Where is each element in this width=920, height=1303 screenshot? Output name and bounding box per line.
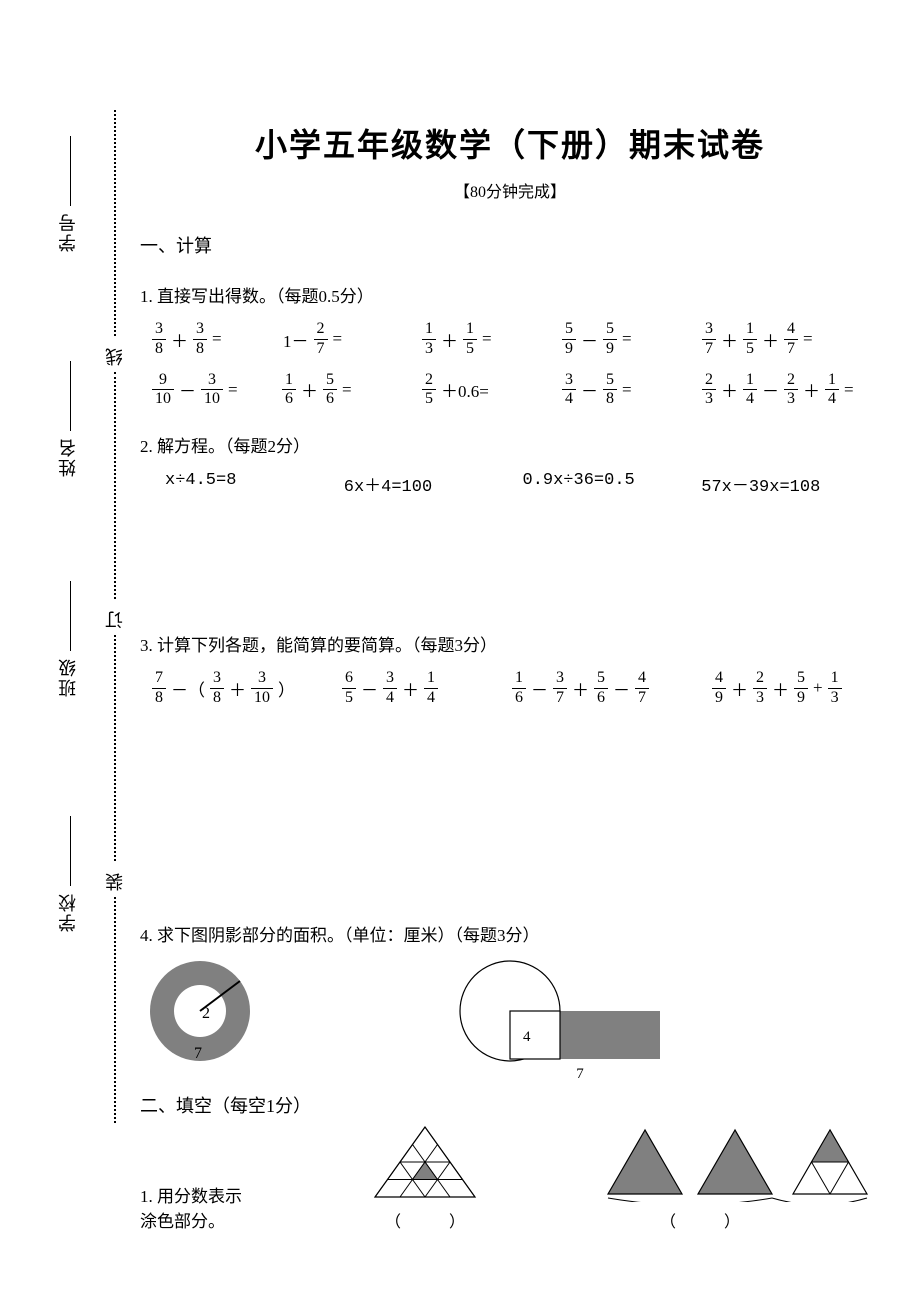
q3-row: 78 －（ 38 ＋ 310 ） 65 － 34 ＋ 14 16 － 37 ＋ … [140,670,880,707]
blank-rule [70,136,71,206]
binding-label-ding: 订 [102,605,128,629]
eq-cell: 13 ＋ 15 = [420,321,560,358]
blank-rule [70,816,71,886]
side-field-class: 班级 [55,575,85,697]
q4-figures: 2 7 4 7 [140,956,880,1086]
binding-label-xian: 线 [102,342,128,366]
q1-row1: 38 ＋ 38 = 1－ 27 = 13 ＋ 15 = 59 － 59 = 37… [140,321,880,358]
q3-prompt: 3. 计算下列各题，能简算的要简算。（每题3分） [140,631,880,656]
label-r2: 7 [194,1045,202,1062]
dotline-seg [114,897,116,1123]
eq-cell: 16 － 37 ＋ 56 － 47 [510,670,710,707]
eq-cell: 38 ＋ 38 = [150,321,280,358]
triangle-figure-a: （ ） [370,1122,480,1232]
side-field-school: 学校 [55,810,85,932]
annulus-figure: 2 7 [140,956,270,1076]
eq-text: 0.9x÷36=0.5 [523,471,702,497]
triangle-figure-b: （ ） [600,1122,880,1232]
binding-label-zhuang: 装 [102,867,128,891]
exam-page: 线 订 装 学号 姓名 班级 学校 小学五年级数学（下册）期末试卷 【80分钟完… [0,0,920,1303]
blank-paren: （ ） [370,1208,480,1232]
circle-rect-figure: 4 7 [430,956,690,1086]
eq-cell: 59 － 59 = [560,321,700,358]
dotline-seg [114,372,116,598]
side-field-name: 姓名 [55,355,85,477]
section-1-heading: 一、计算 [140,232,880,258]
section-2-heading: 二、填空（每空1分） [140,1092,880,1118]
eq-cell: 37 ＋ 15 ＋ 47 = [700,321,890,358]
eq-cell: 25 ＋0.6= [420,372,560,409]
label-school: 学校 [55,892,81,932]
eq-cell: 1－ 27 = [280,321,420,358]
eq-cell: 910 － 310 = [150,372,280,409]
label-r1: 2 [202,1005,210,1022]
blank-rule [70,361,71,431]
page-title: 小学五年级数学（下册）期末试卷 [140,120,880,166]
label-number: 学号 [55,212,81,252]
eq-cell: 34 － 58 = [560,372,700,409]
dotline-seg [114,110,116,336]
side-field-number: 学号 [55,130,85,252]
q2-prompt: 2. 解方程。（每题2分） [140,432,880,457]
label-r: 4 [523,1029,531,1045]
q1-row2: 910 － 310 = 16 ＋ 56 = 25 ＋0.6= 34 － 58 =… [140,372,880,409]
label-class: 班级 [55,657,81,697]
q2-1-prompt: 1. 用分数表示涂色部分。 [140,1182,250,1232]
eq-cell: 65 － 34 ＋ 14 [340,670,510,707]
blank-paren: （ ） [600,1208,880,1232]
q2-row: x÷4.5=8 6x＋4=100 0.9x÷36=0.5 57x－39x=108 [140,471,880,497]
binding-line: 线 订 装 [100,110,130,1123]
eq-cell: 78 －（ 38 ＋ 310 ） [150,670,340,707]
eq-cell: 49 ＋ 23 ＋ 59 + 13 [710,670,890,707]
q2-1-row: 1. 用分数表示涂色部分。 （ ） [140,1122,880,1232]
blank-rule [70,581,71,651]
q4-prompt: 4. 求下图阴影部分的面积。（单位：厘米）（每题3分） [140,921,880,946]
eq-text: 57x－39x=108 [701,471,880,497]
label-w: 7 [576,1066,584,1082]
q1-prompt: 1. 直接写出得数。（每题0.5分） [140,282,880,307]
eq-cell: 23 ＋ 14 － 23 ＋ 14 = [700,372,890,409]
page-subtitle: 【80分钟完成】 [140,178,880,202]
eq-text: 6x＋4=100 [344,471,523,497]
eq-cell: 16 ＋ 56 = [280,372,420,409]
label-name: 姓名 [55,437,81,477]
dotline-seg [114,635,116,861]
eq-text: x÷4.5=8 [165,471,344,497]
